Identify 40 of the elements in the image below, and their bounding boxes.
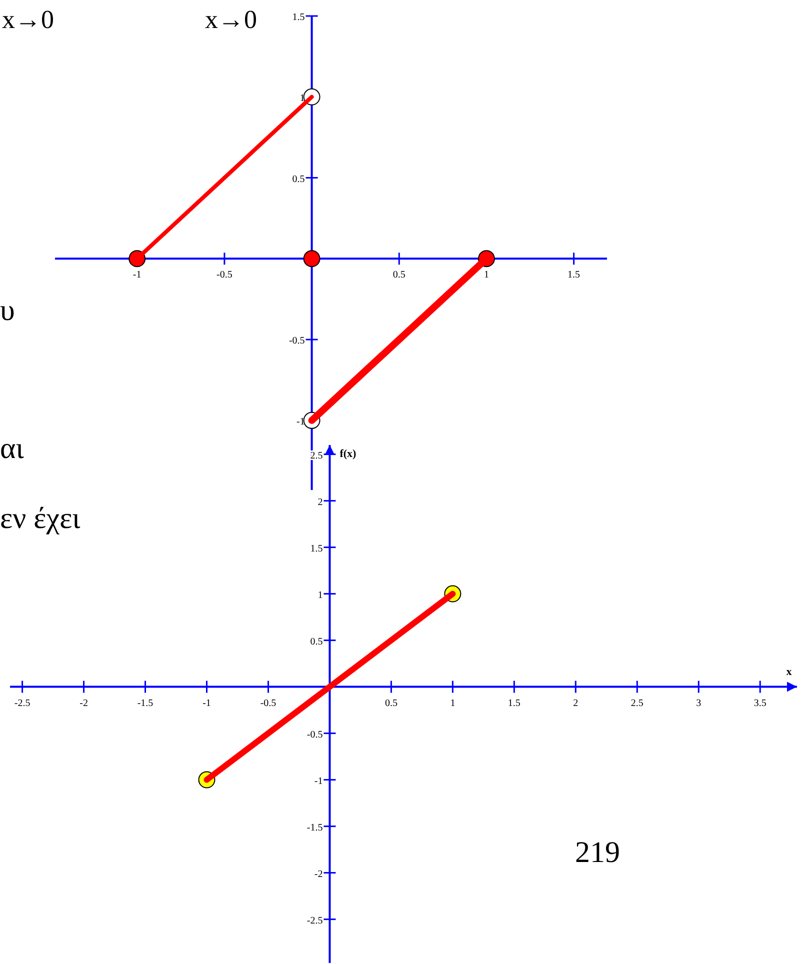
y-tick-label: 1.5: [310, 543, 323, 554]
x-tick-label: -2: [80, 698, 88, 709]
y-tick-label: -1: [314, 776, 323, 787]
text: x→0: [2, 5, 54, 34]
x-tick-label: 1.5: [508, 698, 520, 709]
x-tick-label: 3.5: [754, 698, 766, 709]
y-tick-label: -1: [296, 416, 305, 428]
annotation: x→0: [205, 5, 257, 34]
x-tick-label: 0.5: [392, 270, 406, 281]
y-tick-label: 2: [318, 496, 323, 508]
x-tick-label: -2.5: [14, 698, 30, 709]
x-axis-title: x: [786, 666, 792, 678]
y-tick-label: 1.5: [292, 12, 305, 23]
annotation: 219: [575, 836, 620, 869]
x-tick-label: -0.5: [216, 270, 232, 281]
x-tick-label: 0.5: [384, 698, 398, 709]
y-tick-label: 0.5: [310, 636, 323, 648]
x-tick-label: 2.5: [630, 698, 644, 709]
x-tick-label: -1: [202, 698, 211, 709]
y-tick-label: 0.5: [292, 174, 305, 185]
y-tick-label: -2: [314, 868, 323, 880]
x-tick-label: -0.5: [260, 698, 276, 709]
y-tick-label: -0.5: [306, 729, 323, 740]
x-tick-label: 2: [573, 698, 578, 709]
x-tick-label: -1.5: [137, 698, 154, 709]
y-tick-label: 1: [318, 590, 323, 601]
x-tick-label: 1: [484, 270, 489, 281]
y-tick-label: 1: [300, 92, 305, 104]
x-tick-label: 1: [450, 698, 456, 709]
y-tick-label: -1.5: [306, 822, 323, 834]
annotation: εν έχει: [0, 502, 80, 535]
x-tick-label: 1.5: [568, 270, 580, 281]
point: [303, 250, 320, 268]
annotation: αι: [0, 432, 24, 465]
y-tick-label: -2.5: [306, 915, 323, 926]
x-tick-label: -1: [132, 270, 142, 281]
y-axis-title: f(x): [340, 448, 357, 460]
y-tick-label: -0.5: [288, 336, 305, 347]
text: υ: [0, 294, 15, 327]
x-tick-label: 3: [696, 698, 702, 709]
